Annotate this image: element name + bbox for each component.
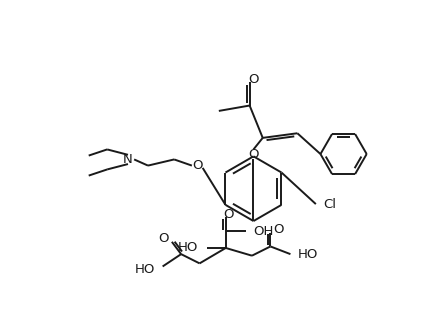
Text: HO: HO (178, 241, 198, 255)
Text: HO: HO (135, 263, 155, 276)
Text: N: N (123, 153, 133, 166)
Text: OH: OH (254, 224, 274, 237)
Text: O: O (224, 208, 234, 220)
Text: O: O (248, 148, 259, 161)
Text: Cl: Cl (323, 198, 337, 211)
Text: O: O (192, 159, 203, 172)
Text: O: O (273, 223, 284, 236)
Text: O: O (158, 232, 169, 245)
Text: O: O (248, 73, 259, 86)
Text: HO: HO (298, 247, 319, 261)
